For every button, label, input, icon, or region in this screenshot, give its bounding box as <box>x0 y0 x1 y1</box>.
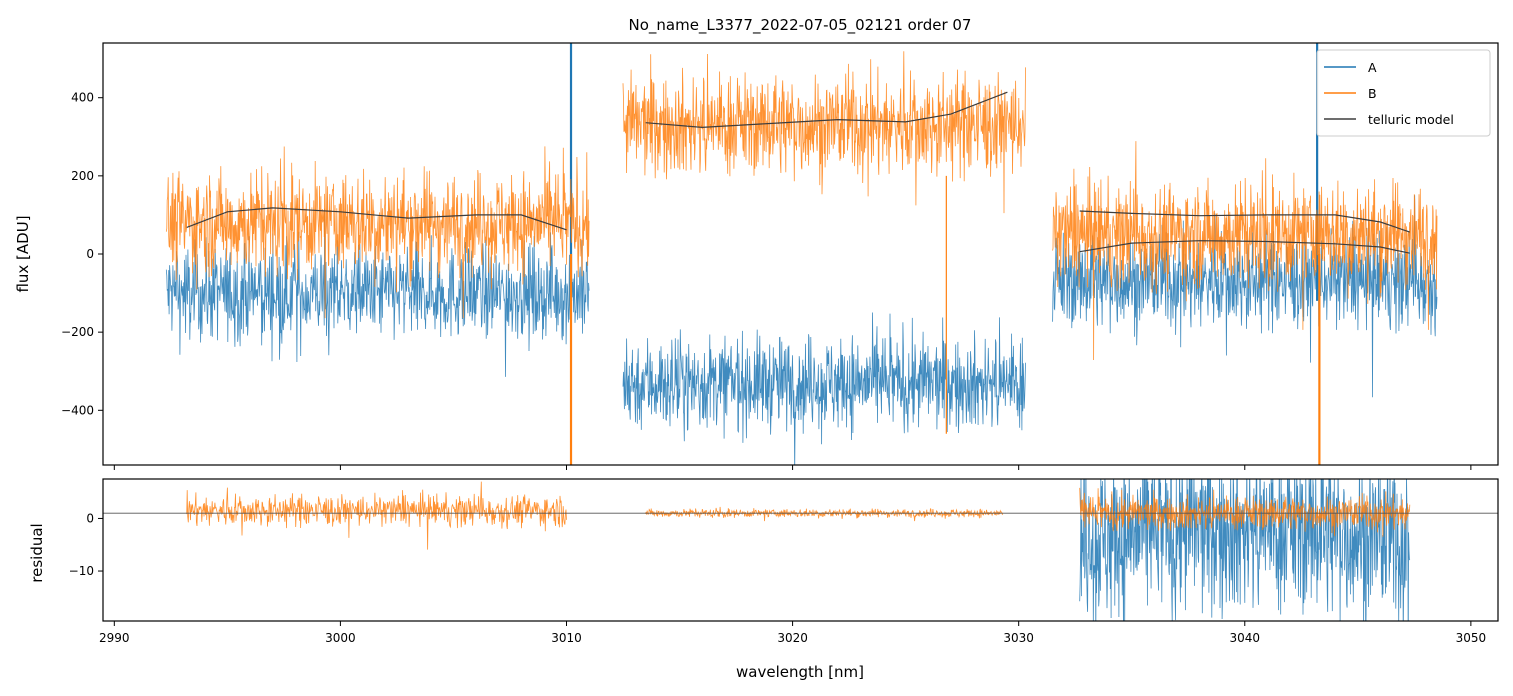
series-a-segment-1 <box>165 208 590 377</box>
flux-y-tick-label: 0 <box>86 247 94 261</box>
flux-y-tick-label: −200 <box>61 325 94 339</box>
chart-title: No_name_L3377_2022-07-05_02121 order 07 <box>629 16 972 35</box>
residual-x-tick-label: 3020 <box>777 631 808 645</box>
residual-b-segment-3 <box>1079 487 1411 537</box>
x-axis-label: wavelength [nm] <box>736 663 864 681</box>
residual-x-tick-label: 2990 <box>99 631 130 645</box>
residual-a-segment-1 <box>1079 479 1411 621</box>
telluric-model-curve-2 <box>645 91 1008 129</box>
legend-label-b: B <box>1368 86 1377 101</box>
flux-y-tick-label: 400 <box>71 91 94 105</box>
residual-x-tick-label: 3030 <box>1003 631 1034 645</box>
series-b-segment-2 <box>622 51 1026 214</box>
telluric-model-curve-4 <box>1079 240 1410 254</box>
series-a-segment-2 <box>622 312 1026 465</box>
telluric-model-curve-1 <box>186 207 567 231</box>
flux-y-tick-label: 200 <box>71 169 94 183</box>
series-b-segment-3 <box>1052 141 1438 361</box>
residual-b-segment-2 <box>645 506 1004 522</box>
residual-b-segment-1 <box>186 481 567 550</box>
residual-y-tick-label: 0 <box>86 511 94 525</box>
legend: A B telluric model <box>1316 49 1491 137</box>
residual-panel-frame <box>102 478 1499 622</box>
residual-x-tick-label: 3010 <box>551 631 582 645</box>
flux-y-axis-label: flux [ADU] <box>14 215 32 292</box>
residual-x-tick-label: 3000 <box>325 631 356 645</box>
residual-x-tick-label: 3040 <box>1230 631 1261 645</box>
flux-panel: −400 −200 0 200 400 No_name_L3377_2022-07-05… <box>14 16 1499 470</box>
legend-label-a: A <box>1368 60 1377 75</box>
legend-box <box>1316 49 1491 137</box>
series-a-segment-3 <box>1052 195 1438 398</box>
telluric-model-curve-3 <box>1079 210 1410 233</box>
flux-y-tick-label: −400 <box>61 403 94 417</box>
residual-x-tick-label: 3050 <box>1456 631 1487 645</box>
residual-panel: −10 0 2990 3000 3010 3020 3030 3040 3050 residua… <box>28 478 1499 681</box>
residual-y-tick-label: −10 <box>69 564 94 578</box>
series-b-segment-1 <box>165 146 590 319</box>
residual-y-axis-label: residual <box>28 523 46 582</box>
legend-label-telluric: telluric model <box>1368 112 1454 127</box>
